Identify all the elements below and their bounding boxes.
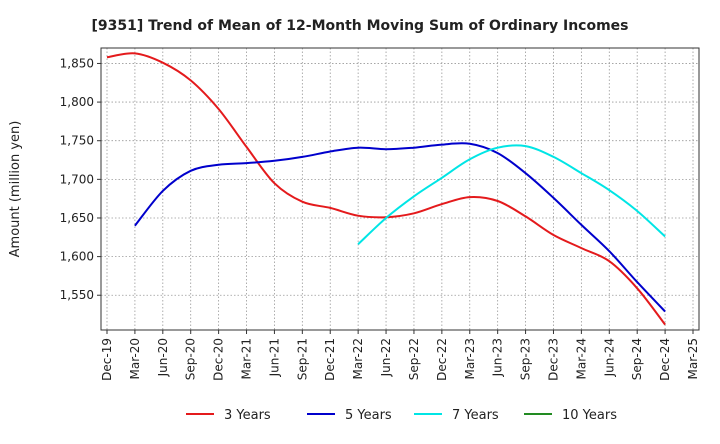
x-tick-label: Sep-22 — [407, 338, 421, 380]
series-lines — [106, 52, 666, 326]
legend-label-5-years: 5 Years — [345, 408, 392, 423]
x-tick-label: Jun-20 — [156, 338, 170, 377]
x-tick-label: Mar-23 — [463, 338, 477, 379]
x-tick-label: Mar-22 — [351, 338, 365, 379]
y-tick-label: 1,700 — [60, 172, 94, 186]
y-tick-label: 1,850 — [60, 56, 94, 70]
x-tick-label: Sep-24 — [630, 338, 644, 380]
x-tick-label: Jun-24 — [602, 338, 616, 377]
y-axis-label: Amount (million yen) — [8, 121, 23, 258]
legend-label-3-years: 3 Years — [224, 408, 271, 423]
x-tick-label: Sep-20 — [184, 338, 198, 380]
x-tick-label: Dec-24 — [658, 338, 672, 381]
legend: 3 Years 5 Years 7 Years 10 Years — [186, 408, 617, 423]
x-tick-label: Jun-22 — [379, 338, 393, 377]
x-tick-label: Mar-25 — [686, 338, 700, 379]
series-line-7-years — [357, 144, 666, 245]
x-tick-label: Sep-23 — [519, 338, 533, 380]
plot-frame — [100, 47, 700, 331]
y-tick-label: 1,800 — [60, 95, 94, 109]
x-tick-label: Jun-21 — [267, 338, 281, 377]
legend-label-7-years: 7 Years — [452, 408, 499, 423]
legend-label-10-years: 10 Years — [562, 408, 617, 423]
y-tick-label: 1,650 — [60, 211, 94, 225]
x-tick-label: Jun-23 — [491, 338, 505, 377]
x-tick-label: Dec-20 — [212, 338, 226, 381]
x-tick-label: Dec-22 — [435, 338, 449, 381]
x-tick-label: Dec-23 — [546, 338, 560, 381]
x-tick-label: Mar-20 — [128, 338, 142, 379]
x-tick-label: Dec-19 — [100, 338, 114, 381]
x-tick-label: Sep-21 — [295, 338, 309, 380]
series-line-5-years — [134, 142, 666, 313]
y-tick-label: 1,750 — [60, 134, 94, 148]
x-tick-label: Dec-21 — [323, 338, 337, 381]
x-tick-label: Mar-21 — [240, 338, 254, 379]
chart-title: [9351] Trend of Mean of 12-Month Moving … — [91, 18, 628, 34]
y-tick-label: 1,550 — [60, 288, 94, 302]
grid — [101, 48, 699, 330]
y-axis-ticks: 1,550 1,600 1,650 1,700 1,750 1,800 1,850 — [60, 56, 101, 302]
x-axis-ticks: Dec-19 Mar-20 Jun-20 Sep-20 Dec-20 Mar-21 Jun-… — [100, 330, 700, 381]
y-tick-label: 1,600 — [60, 250, 94, 264]
x-tick-label: Mar-24 — [574, 338, 588, 379]
